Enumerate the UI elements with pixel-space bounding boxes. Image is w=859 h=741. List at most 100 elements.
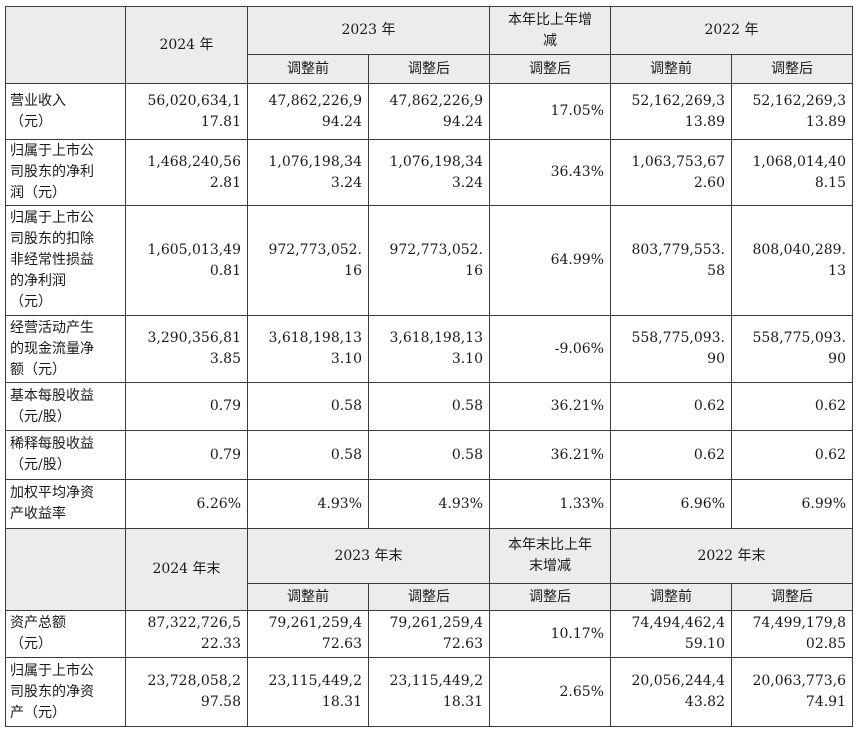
value-v2022-before: 6.96% (610, 479, 732, 529)
cell-line: 3.10 (330, 351, 362, 367)
header-row: 2024 年 2023 年本年比上年增减 2022 年 (5, 6, 853, 84)
cell-line: 58 (707, 262, 725, 279)
cell-line: 36.43% (550, 164, 604, 180)
header-blank (5, 528, 126, 611)
row-label: 资产总额 （元） (5, 610, 126, 658)
value-change: 2.65% (489, 657, 611, 727)
cell-line: 0.62 (693, 398, 725, 414)
cell-line: 0.79 (209, 398, 241, 414)
value-v2023-before: 1,076,198,34 3.24 (247, 139, 369, 206)
cell-line: 22.33 (200, 636, 241, 652)
value-v2023-before: 47,862,226,9 94.24 (247, 83, 369, 140)
header-2022-before: 调整前 (610, 583, 732, 611)
value-v2024: 3,290,356,81 3.85 (125, 315, 248, 383)
cell-line: 18.31 (321, 694, 362, 710)
cell-line: 803,779,553. (631, 241, 725, 258)
header-change: 本年比上年增减 (489, 6, 611, 55)
value-change: 17.05% (489, 83, 611, 140)
value-change: 64.99% (489, 205, 611, 316)
cell-line: 972,773,052. (268, 241, 362, 258)
cell-line: 558,775,093. (631, 330, 725, 346)
cell-line: 13.89 (684, 113, 725, 130)
cell-line: 6.26% (196, 495, 241, 512)
value-v2024: 1,468,240,56 2.81 (125, 139, 248, 206)
cell-line: 0.58 (330, 446, 362, 463)
value-change: 1.33% (489, 479, 611, 529)
table-row: 归属于上市公 司股东的扣除 非经常性损益 的净利润 （元） 1,605,013,49 0.8… (5, 205, 853, 316)
header-2022-before: 调整前 (610, 54, 732, 84)
value-v2022-after: 52,162,269,3 13.89 (731, 83, 853, 140)
cell-line: 末增减 (529, 558, 571, 574)
cell-line: 59.10 (684, 636, 725, 652)
row-label: 稀释每股收益 （元/股） (5, 430, 126, 480)
header-2023-before: 调整前 (247, 583, 369, 611)
cell-line: 52,162,269,3 (631, 92, 725, 109)
header-year-2022: 2022 年末 (610, 528, 853, 584)
value-v2022-before: 20,056,244,4 43.82 (610, 657, 732, 727)
value-v2022-after: 74,499,179,8 02.85 (731, 610, 853, 658)
cell-line: 02.85 (805, 636, 846, 652)
header-year-2024: 2024 年 (125, 6, 248, 84)
cell-line: 13 (828, 262, 846, 279)
value-v2023-after: 79,261,259,4 72.63 (368, 610, 490, 658)
header-year-2024: 2024 年末 (125, 528, 248, 611)
cell-line: 36.21% (550, 446, 604, 463)
cell-line: 经营活动产生 (10, 319, 94, 336)
cell-line: 90 (828, 351, 846, 367)
cell-line: 0.81 (209, 262, 241, 279)
value-v2022-after: 1,068,014,40 8.15 (731, 139, 853, 206)
cell-line: 74,499,179,8 (752, 615, 846, 631)
row-label: 营业收入 （元） (5, 83, 126, 140)
value-v2024: 1,605,013,49 0.81 (125, 205, 248, 316)
value-v2023-before: 972,773,052. 16 (247, 205, 369, 316)
cell-line: 72.63 (321, 636, 362, 652)
header-change: 本年末比上年 末增减 (489, 528, 611, 584)
header-2023-after: 调整后 (368, 583, 490, 611)
cell-line: 3,618,198,13 (268, 330, 362, 346)
cell-line: 本年末比上年 (508, 537, 592, 553)
value-v2022-before: 0.62 (610, 382, 732, 431)
value-v2023-before: 79,261,259,4 72.63 (247, 610, 369, 658)
cell-line: 3.24 (451, 174, 483, 191)
cell-line: 16 (465, 262, 483, 279)
cell-line: 6.96% (680, 495, 725, 512)
cell-line: （元） (10, 294, 52, 310)
value-v2022-before: 74,494,462,4 59.10 (610, 610, 732, 658)
cell-line: 17.05% (550, 103, 604, 119)
cell-line: 归属于上市公 (10, 143, 94, 159)
value-v2023-before: 0.58 (247, 382, 369, 431)
cell-line: 6.99% (801, 495, 846, 512)
value-v2023-after: 23,115,449,2 18.31 (368, 657, 490, 727)
cell-line: 0.62 (693, 446, 725, 463)
cell-line: 1.33% (559, 495, 604, 512)
cell-line: 72.63 (442, 636, 483, 652)
cell-line: 17.81 (200, 113, 241, 130)
table-row: 稀释每股收益 （元/股） 0.79 0.58 0.58 36.21% 0.62 0.62 (5, 430, 853, 480)
sub-header-row: 调整前 调整后 调整后 调整前 调整后 (6, 54, 853, 84)
cell-line: 74.91 (805, 694, 846, 710)
cell-line: 36.21% (550, 398, 604, 414)
value-v2022-before: 803,779,553. 58 (610, 205, 732, 316)
value-v2022-after: 0.62 (731, 382, 853, 431)
cell-line: 司股东的净利 (10, 164, 94, 180)
cell-line: 972,773,052. (389, 241, 483, 258)
header-2023-after: 调整后 (368, 54, 490, 84)
value-v2024: 87,322,726,5 22.33 (125, 610, 248, 658)
header-year-2023: 2023 年末 (247, 528, 490, 584)
cell-line: 558,775,093. (752, 330, 846, 346)
cell-line: 1,068,014,40 (752, 153, 846, 170)
cell-line: 94.24 (442, 113, 483, 130)
value-change: 10.17% (489, 610, 611, 658)
value-v2023-after: 972,773,052. 16 (368, 205, 490, 316)
value-v2023-after: 47,862,226,9 94.24 (368, 83, 490, 140)
cell-line: 74,494,462,4 (631, 615, 725, 631)
cell-line: 归属于上市公 (10, 662, 94, 679)
cell-line: 47,862,226,9 (268, 92, 362, 109)
cell-line: 1,605,013,49 (147, 241, 241, 258)
value-change: 36.21% (489, 382, 611, 431)
cell-line: 52,162,269,3 (752, 92, 846, 109)
cell-line: 94.24 (321, 113, 362, 130)
cell-line: 2.65% (559, 683, 604, 700)
cell-line: 3.10 (451, 351, 483, 367)
cell-line: 资产总额 (10, 615, 66, 631)
